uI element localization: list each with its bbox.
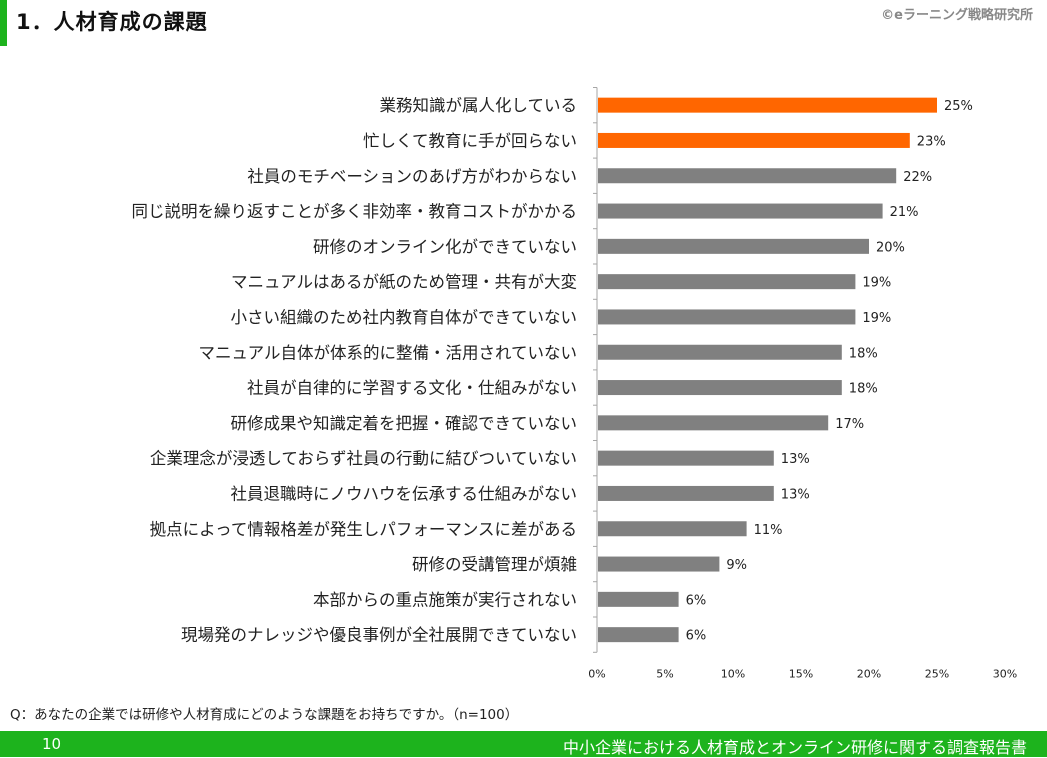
bar xyxy=(598,309,856,325)
report-title: 中小企業における人材育成とオンライン研修に関する調査報告書 xyxy=(562,738,1027,757)
category-label: 拠点によって情報格差が発生しパフォーマンスに差がある xyxy=(150,520,577,539)
bar xyxy=(598,274,856,290)
x-tick-label: 0% xyxy=(588,667,605,680)
category-label: 現場発のナレッジや優良事例が全社展開できていない xyxy=(181,626,577,645)
page-title: 1．人材育成の課題 xyxy=(16,10,208,34)
category-label: 社員が自律的に学習する文化・仕組みがない xyxy=(247,379,577,398)
category-label: 社員退職時にノウハウを伝承する仕組みがない xyxy=(231,484,578,503)
data-label: 9% xyxy=(726,558,747,573)
bar xyxy=(598,380,842,396)
bar xyxy=(598,168,897,184)
chart-svg: 業務知識が属人化している 25% 忙しくて教育に手が回らない 23% 社員のモチベーショ… xyxy=(132,87,1017,680)
bar xyxy=(598,203,883,219)
bar xyxy=(598,485,774,501)
x-tick-label: 15% xyxy=(789,667,813,680)
bar xyxy=(598,591,679,607)
bar xyxy=(598,132,910,148)
bar-chart: 業務知識が属人化している 25% 忙しくて教育に手が回らない 23% 社員のモチベーショ… xyxy=(0,80,1047,694)
x-tick-label: 5% xyxy=(656,667,673,680)
data-label: 11% xyxy=(754,523,783,538)
data-label: 19% xyxy=(862,276,891,291)
data-label: 6% xyxy=(686,593,707,608)
x-tick-label: 30% xyxy=(993,667,1017,680)
data-label: 18% xyxy=(849,346,878,361)
category-label: 本部からの重点施策が実行されない xyxy=(313,590,577,609)
bar xyxy=(598,97,937,113)
copyright-notice: ©eラーニング戦略研究所 xyxy=(881,8,1033,23)
data-label: 6% xyxy=(686,629,707,644)
category-label: 忙しくて教育に手が回らない xyxy=(363,131,577,150)
category-label: 業務知識が属人化している xyxy=(379,96,577,115)
data-label: 23% xyxy=(917,134,946,149)
data-label: 13% xyxy=(781,487,810,502)
title-accent-bar xyxy=(0,0,7,46)
x-tick-label: 10% xyxy=(721,667,745,680)
bar xyxy=(598,238,869,254)
category-label: 研修成果や知識定着を把握・確認できていない xyxy=(231,414,578,433)
category-label: 企業理念が浸透しておらず社員の行動に結びついていない xyxy=(150,448,577,468)
bar xyxy=(598,450,774,466)
category-label: マニュアル自体が体系的に整備・活用されていない xyxy=(198,343,577,362)
footer-bar: 10 中小企業における人材育成とオンライン研修に関する調査報告書 xyxy=(0,731,1047,757)
data-label: 21% xyxy=(890,205,919,220)
data-label: 17% xyxy=(835,417,864,432)
bar xyxy=(598,415,829,431)
category-label: マニュアルはあるが紙のため管理・共有が大変 xyxy=(231,273,577,292)
survey-question: Q：あなたの企業では研修や人材育成にどのような課題をお持ちですか。（n=100） xyxy=(10,707,519,723)
category-label: 研修のオンライン化ができていない xyxy=(313,237,577,256)
category-label: 研修の受講管理が煩雑 xyxy=(412,555,577,574)
data-label: 18% xyxy=(849,382,878,397)
bar xyxy=(598,556,720,572)
bar xyxy=(598,521,747,537)
category-label: 社員のモチベーションのあげ方がわからない xyxy=(247,167,577,186)
data-label: 19% xyxy=(862,311,891,326)
page-number: 10 xyxy=(42,735,62,753)
x-tick-label: 25% xyxy=(925,667,949,680)
data-label: 25% xyxy=(944,99,973,114)
data-label: 22% xyxy=(903,170,932,185)
data-label: 13% xyxy=(781,452,810,467)
bar xyxy=(598,627,679,643)
category-label: 同じ説明を繰り返すことが多く非効率・教育コストがかかる xyxy=(132,202,578,221)
x-tick-label: 20% xyxy=(857,667,881,680)
bar xyxy=(598,344,842,360)
data-label: 20% xyxy=(876,240,905,255)
category-label: 小さい組織のため社内教育自体ができていない xyxy=(231,308,578,327)
